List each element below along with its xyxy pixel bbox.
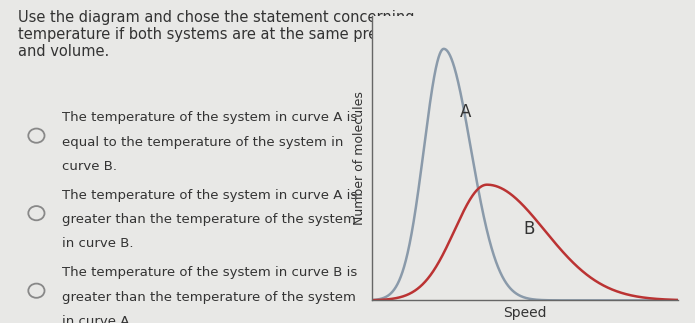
Text: Use the diagram and chose the statement concerning
temperature if both systems a: Use the diagram and chose the statement … xyxy=(18,10,417,59)
Text: B: B xyxy=(523,220,534,238)
Text: The temperature of the system in curve A is: The temperature of the system in curve A… xyxy=(63,189,357,202)
Y-axis label: Number of molecules: Number of molecules xyxy=(353,91,366,225)
Text: equal to the temperature of the system in: equal to the temperature of the system i… xyxy=(63,136,343,149)
Text: in curve B.: in curve B. xyxy=(63,237,133,250)
Text: greater than the temperature of the system: greater than the temperature of the syst… xyxy=(63,291,356,304)
Text: curve B.: curve B. xyxy=(63,160,117,173)
X-axis label: Speed: Speed xyxy=(503,306,546,320)
Text: The temperature of the system in curve B is: The temperature of the system in curve B… xyxy=(63,266,357,279)
Text: The temperature of the system in curve A is: The temperature of the system in curve A… xyxy=(63,111,357,124)
Text: A: A xyxy=(460,103,471,121)
Text: in curve A.: in curve A. xyxy=(63,315,133,323)
Text: greater than the temperature of the system: greater than the temperature of the syst… xyxy=(63,213,356,226)
